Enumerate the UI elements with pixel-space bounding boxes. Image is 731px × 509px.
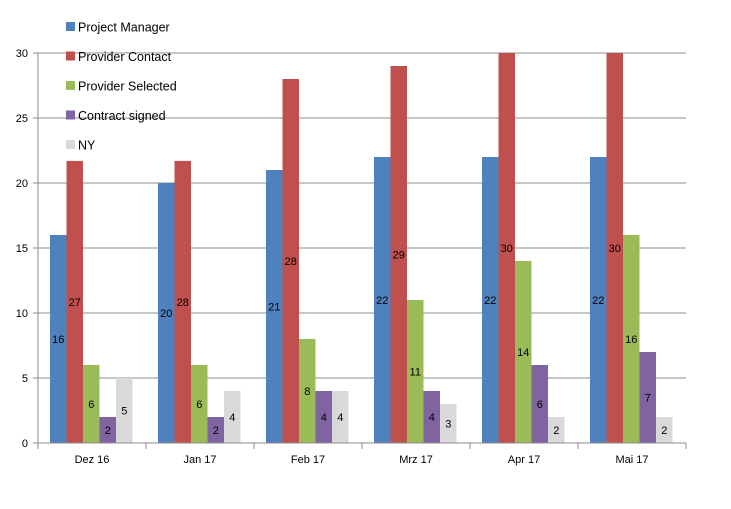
bar [332, 391, 349, 443]
bar [498, 53, 515, 443]
bar [158, 183, 175, 443]
bar [606, 53, 623, 443]
legend-label: Provider Contact [78, 50, 172, 64]
bar [66, 160, 83, 443]
legend-label: Project Manager [78, 21, 170, 35]
data-label: 16 [52, 334, 64, 346]
bar [656, 417, 673, 443]
data-label: 28 [177, 297, 189, 309]
data-label: 6 [196, 399, 202, 411]
y-tick-label: 0 [22, 438, 28, 450]
data-label: 2 [661, 425, 667, 437]
data-label: 6 [537, 399, 543, 411]
legend: Project Manager Provider Contact Provider … [66, 21, 177, 153]
data-label: 22 [592, 295, 604, 307]
legend-swatch [66, 51, 75, 61]
bar [515, 261, 532, 443]
bar [482, 157, 499, 443]
data-label: 2 [553, 425, 559, 437]
bar [99, 417, 116, 443]
x-tick-label: Feb 17 [291, 454, 325, 466]
data-label: 2 [213, 425, 219, 437]
legend-swatch [66, 140, 75, 149]
data-label: 21 [268, 302, 280, 314]
data-label: 8 [304, 386, 310, 398]
data-label: 14 [517, 347, 529, 359]
bar [191, 365, 208, 443]
data-label: 7 [645, 393, 651, 405]
bar [423, 391, 440, 443]
y-tick-label: 25 [16, 113, 28, 125]
data-label: 29 [393, 250, 405, 262]
x-tick-label: Mai 17 [615, 454, 648, 466]
bar [531, 365, 548, 443]
legend-label: Contract signed [78, 109, 166, 123]
data-label: 11 [410, 367, 421, 379]
bar [207, 417, 224, 443]
data-label: 27 [69, 297, 81, 309]
legend-swatch [66, 22, 75, 31]
bar [224, 391, 241, 443]
y-tick-label: 10 [16, 308, 28, 320]
x-tick-label: Mrz 17 [399, 454, 433, 466]
data-label: 4 [429, 412, 435, 424]
y-tick-label: 30 [16, 48, 28, 60]
y-tick-label: 20 [16, 178, 28, 190]
legend-label: Provider Selected [78, 80, 177, 94]
legend-swatch [66, 110, 75, 120]
data-label: 16 [625, 334, 637, 346]
data-label: 30 [501, 243, 513, 255]
gridlines [38, 52, 686, 379]
bar [590, 157, 607, 443]
bar [623, 235, 640, 443]
bar [116, 378, 133, 443]
y-tick-label: 15 [16, 243, 28, 255]
bar [374, 157, 391, 443]
data-label: 20 [160, 308, 172, 320]
bar [50, 235, 67, 443]
bar [299, 339, 316, 443]
data-label: 2 [105, 425, 111, 437]
data-label: 22 [484, 295, 496, 307]
bar [83, 365, 100, 443]
legend-swatch [66, 81, 75, 90]
bar [266, 170, 283, 443]
x-tick-label: Jan 17 [183, 454, 216, 466]
bar [639, 352, 656, 443]
data-label: 4 [229, 412, 235, 424]
data-label: 5 [121, 406, 127, 418]
bar [548, 417, 565, 443]
x-tick-label: Dez 16 [75, 454, 110, 466]
x-tick-label: Apr 17 [508, 454, 540, 466]
data-label: 4 [337, 412, 343, 424]
data-label: 28 [285, 256, 297, 268]
bar [174, 160, 191, 443]
data-label: 22 [376, 295, 388, 307]
bar [440, 404, 457, 443]
data-label: 3 [445, 419, 451, 431]
bars [50, 53, 673, 443]
y-tick-label: 5 [22, 373, 28, 385]
data-label: 6 [88, 399, 94, 411]
data-label: 4 [321, 412, 327, 424]
bar [390, 66, 407, 443]
bar [315, 391, 332, 443]
data-label: 30 [609, 243, 621, 255]
bar [282, 79, 299, 443]
legend-label: NY [78, 139, 96, 153]
bar [407, 300, 424, 443]
